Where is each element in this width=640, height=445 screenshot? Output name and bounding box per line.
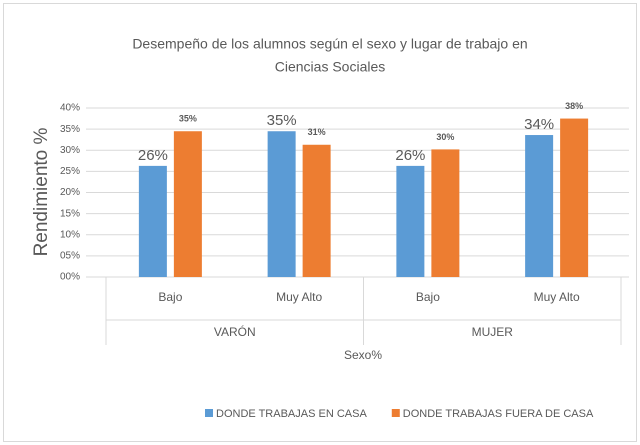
y-tick-label: 05%: [60, 251, 80, 262]
legend-swatch: [205, 409, 213, 417]
legend-label: DONDE TRABAJAS EN CASA: [216, 408, 367, 420]
bar: [138, 165, 167, 277]
data-label: 35%: [267, 112, 297, 129]
y-tick-label: 10%: [60, 229, 80, 240]
data-label: 26%: [138, 147, 168, 164]
data-label: 38%: [565, 101, 583, 111]
y-tick-label: 35%: [60, 124, 80, 135]
y-tick-label: 25%: [60, 166, 80, 177]
legend-label: DONDE TRABAJAS FUERA DE CASA: [403, 408, 594, 420]
group-label: MUJER: [472, 325, 514, 339]
bar: [173, 131, 202, 277]
bar: [560, 118, 589, 277]
y-tick-label: 20%: [60, 187, 80, 198]
group-label: VARÓN: [214, 324, 256, 339]
data-label: 26%: [395, 147, 425, 164]
bar: [431, 149, 460, 277]
x-axis-label: Sexo%: [344, 348, 382, 362]
bar: [525, 135, 554, 277]
data-label: 30%: [436, 132, 454, 142]
data-label: 35%: [179, 114, 197, 124]
x-tick-label: Bajo: [158, 290, 182, 304]
data-label: 31%: [308, 127, 326, 137]
y-tick-label: 00%: [60, 272, 80, 283]
legend-swatch: [391, 409, 400, 417]
y-tick-label: 40%: [60, 103, 80, 114]
y-axis-label: Rendimiento %: [31, 127, 52, 256]
y-tick-label: 30%: [60, 145, 80, 156]
chart-title: Desempeño de los alumnos según el sexo y…: [132, 36, 527, 52]
data-label: 34%: [524, 116, 554, 133]
bar: [302, 144, 331, 277]
x-tick-label: Muy Alto: [534, 290, 580, 304]
x-tick-label: Muy Alto: [276, 290, 322, 304]
chart-title: Ciencias Sociales: [275, 59, 386, 75]
y-tick-label: 15%: [60, 208, 80, 219]
bar: [396, 165, 425, 277]
bar: [267, 131, 296, 277]
x-tick-label: Bajo: [416, 290, 440, 304]
